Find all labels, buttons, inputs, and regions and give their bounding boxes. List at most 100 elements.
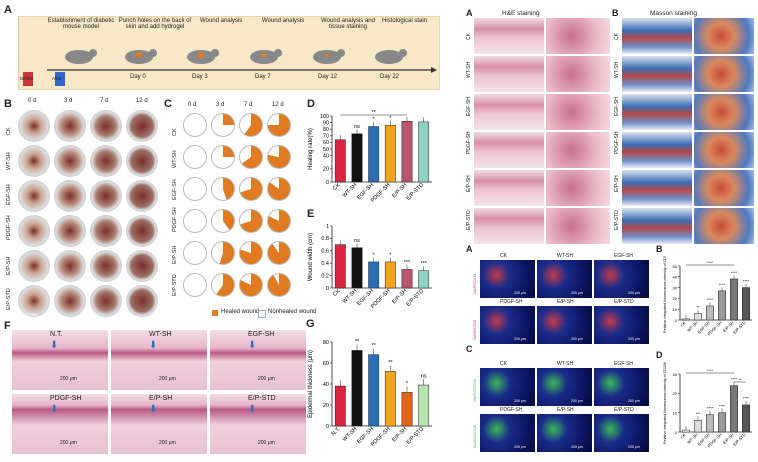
sig-label: * xyxy=(406,381,409,387)
fluor-image xyxy=(594,306,649,344)
he-high-mag xyxy=(546,56,610,92)
masson-row-label: CK xyxy=(614,33,620,40)
sig-label: ** xyxy=(696,305,700,310)
y-tick-label: 0.4 xyxy=(321,261,329,267)
step-1: Establishment of diabetic mouse model xyxy=(47,18,115,30)
bar xyxy=(368,354,380,427)
sig-label: **** xyxy=(743,279,750,284)
histology-scale: 200 μm xyxy=(60,440,77,446)
wound-pie xyxy=(183,145,207,169)
photo-row-label: WT-SH xyxy=(6,152,12,170)
fluor-scale: 200 μm xyxy=(628,291,640,295)
he-low-mag xyxy=(474,208,544,244)
y-tick-label: 0 xyxy=(326,424,329,430)
bar xyxy=(694,313,702,321)
y-tick-label: 20 xyxy=(673,296,678,301)
y-tick-label: 40 xyxy=(323,153,329,159)
sig-label: ns xyxy=(354,238,360,244)
y-tick-label: 20 xyxy=(323,167,329,173)
fluor-image xyxy=(537,368,592,406)
he-high-mag xyxy=(546,170,610,206)
wound-pie xyxy=(211,241,235,265)
x-tick-label: CK xyxy=(679,432,687,440)
fluor-col-label: CK xyxy=(500,361,507,367)
masson-high-mag xyxy=(694,208,754,244)
timeline-diagram xyxy=(23,49,437,86)
y-tick-label: 30 xyxy=(673,372,678,377)
y-tick-label: 60 xyxy=(323,361,329,367)
wound-photo xyxy=(126,250,158,282)
y-axis-label: Healing rate(%) xyxy=(308,128,314,170)
photo-row-label: E/P-SH xyxy=(6,256,12,275)
fluor-scale: 200 μm xyxy=(571,399,583,403)
y-tick-label: 0.6 xyxy=(321,249,329,255)
stain-row-label: EGF-SH xyxy=(466,97,472,116)
wound-pie xyxy=(211,113,235,137)
he-title: H&E staining xyxy=(502,10,540,17)
y-tick-label: 20 xyxy=(323,403,329,409)
panel-f-letter: F xyxy=(4,320,11,332)
sig-label: ** xyxy=(372,343,377,349)
y-tick-label: 10 xyxy=(673,307,678,312)
bar xyxy=(351,350,363,427)
fluor-scale: 200 μm xyxy=(514,291,526,295)
wound-pie xyxy=(211,209,235,233)
sig-label: *** xyxy=(404,260,411,266)
panel-a-letter: A xyxy=(4,4,12,16)
masson-low-mag xyxy=(622,18,692,54)
epidermis-arrow-icon: ⬇ xyxy=(50,340,59,351)
masson-row-label: EGF-SH xyxy=(614,97,620,116)
x-tick-label: E/P-STD xyxy=(732,432,747,447)
stain-row-label: PDGF-SH xyxy=(466,131,472,155)
fluor-scale: 200 μm xyxy=(571,291,583,295)
y-tick-label: 60 xyxy=(323,140,329,146)
stain-row-label: WT-SH xyxy=(466,61,472,78)
photo-row-label: CK xyxy=(6,127,12,135)
step-3: Wound analysis xyxy=(200,18,243,24)
masson-high-mag xyxy=(694,56,754,92)
fluor-image xyxy=(594,368,649,406)
chart-fluor-d: 0102030CK***WT-SH****EGF-SH****PDGF-SH**… xyxy=(663,362,752,448)
wound-photo xyxy=(126,110,158,142)
wound-photo xyxy=(54,145,86,177)
sig-bracket-2-label: ** xyxy=(738,377,742,382)
bar xyxy=(694,420,702,433)
masson-row-label: E/P-SH xyxy=(614,175,620,192)
chart-fluor-b: 01020304050CK**WT-SH****EGF-SH****PDGF-S… xyxy=(663,256,752,336)
fluor-side-label: DAPI/CD206 xyxy=(472,379,477,402)
fluor-image xyxy=(480,368,535,406)
masson-low-mag xyxy=(622,170,692,206)
fluor-c-letter: C xyxy=(466,344,473,354)
fluor-image xyxy=(480,306,535,344)
histology-scale: 200 μm xyxy=(60,376,77,382)
step-2: Punch holes on the back of skin and add … xyxy=(118,18,192,30)
wound-pie xyxy=(211,145,235,169)
bar xyxy=(682,318,690,321)
sig-bracket-label: **** xyxy=(707,368,714,373)
fluor-scale: 200 μm xyxy=(571,337,583,341)
wound-photo xyxy=(18,145,50,177)
chart-d: 020405060708090100CKnsWT-SH*EGF-SH*PDGF-… xyxy=(308,110,432,204)
bar xyxy=(718,412,726,433)
histology-scale: 200 μm xyxy=(159,440,176,446)
epidermis-arrow-icon: ⬇ xyxy=(248,404,257,415)
wound-pie xyxy=(183,209,207,233)
bar xyxy=(730,385,738,433)
fluor-image xyxy=(594,260,649,298)
y-axis-label: Wound width (cm) xyxy=(308,233,314,281)
x-tick-label: E/P-STD xyxy=(732,320,747,335)
sig-label: ** xyxy=(388,360,393,366)
x-tick-label: E/P-STD xyxy=(405,288,425,308)
wound-pie xyxy=(267,241,291,265)
fluor-a-letter: A xyxy=(466,244,473,254)
wound-pie xyxy=(267,209,291,233)
legend-nonhealed-label: Nonhealed wound xyxy=(268,309,317,315)
legend-healed-swatch xyxy=(212,310,218,316)
sig-label: **** xyxy=(719,282,726,287)
bar xyxy=(384,261,396,289)
y-tick-label: 50 xyxy=(673,264,678,269)
masson-row-label: PDGF-SH xyxy=(614,131,620,155)
legend-nonhealed-swatch xyxy=(258,310,266,318)
fluor-col-label: E/P-STD xyxy=(614,299,634,305)
